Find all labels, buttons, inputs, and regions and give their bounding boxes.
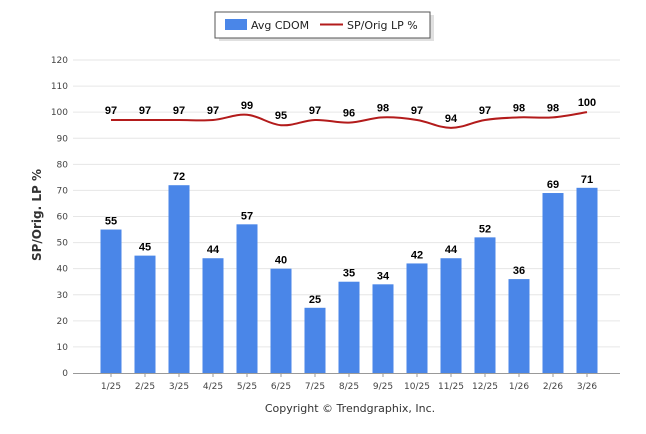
- bar-7/25: [304, 307, 326, 373]
- bar-value-label: 55: [105, 216, 117, 228]
- line-value-label: 97: [139, 105, 151, 117]
- bar-9/25: [372, 284, 394, 373]
- bar-value-label: 44: [207, 244, 220, 256]
- x-tick-label: 7/25: [305, 382, 325, 392]
- bar-value-label: 25: [309, 294, 321, 306]
- bar-data-labels: 55 45 72 44 57 40 25 35 34 42 44 52 36 69 71: [105, 171, 593, 306]
- line-value-label: 94: [445, 113, 458, 125]
- bar-6/25: [270, 268, 292, 373]
- line-value-label: 98: [377, 102, 389, 114]
- y-axis-label: SP/Orig. LP %: [30, 169, 44, 261]
- y-tick-label: 90: [57, 134, 69, 144]
- line-value-label: 96: [343, 108, 355, 120]
- x-tick-label: 8/25: [339, 382, 359, 392]
- line-value-label: 97: [479, 105, 491, 117]
- x-tick-label: 1/25: [101, 382, 121, 392]
- y-tick-label: 110: [51, 82, 68, 92]
- legend-label-avg-cdom: Avg CDOM: [251, 19, 309, 32]
- bar-value-label: 35: [343, 268, 355, 280]
- x-tick-label: 6/25: [271, 382, 291, 392]
- bar-11/25: [440, 258, 462, 373]
- legend-swatch-avg-cdom: [225, 19, 247, 30]
- line-value-label: 95: [275, 110, 287, 122]
- bar-2/25: [134, 255, 156, 373]
- bar-value-label: 44: [445, 244, 458, 256]
- y-tick-label: 120: [51, 56, 68, 66]
- x-axis-ticks: 1/25 2/25 3/25 4/25 5/25 6/25 7/25 8/25 9/25 10/2…: [101, 373, 597, 392]
- bar-value-label: 34: [377, 270, 390, 282]
- bar-3/26: [576, 187, 598, 373]
- line-value-label: 100: [578, 97, 596, 109]
- y-tick-label: 30: [57, 291, 69, 301]
- bar-4/25: [202, 258, 224, 373]
- line-value-label: 97: [173, 105, 185, 117]
- bar-value-label: 72: [173, 171, 185, 183]
- bar-value-label: 69: [547, 179, 559, 191]
- x-tick-label: 12/25: [472, 382, 498, 392]
- bar-3/25: [168, 185, 190, 373]
- bar-value-label: 71: [581, 174, 593, 186]
- bar-1/25: [100, 229, 122, 373]
- bar-value-label: 57: [241, 210, 253, 222]
- line-value-label: 98: [547, 102, 559, 114]
- bar-value-label: 42: [411, 249, 423, 261]
- bar-8/25: [338, 281, 360, 373]
- y-tick-label: 20: [57, 317, 69, 327]
- line-value-label: 99: [241, 100, 253, 112]
- copyright-text: Copyright © Trendgraphix, Inc.: [265, 402, 435, 415]
- line-value-label: 97: [105, 105, 117, 117]
- line-value-label: 97: [309, 105, 321, 117]
- y-tick-label: 10: [57, 343, 69, 353]
- y-tick-label: 100: [51, 108, 68, 118]
- bar-value-label: 40: [275, 255, 287, 267]
- bar-value-label: 52: [479, 223, 491, 235]
- x-tick-label: 3/26: [577, 382, 597, 392]
- y-tick-label: 50: [57, 239, 69, 249]
- x-tick-label: 4/25: [203, 382, 223, 392]
- bar-value-label: 45: [139, 242, 151, 254]
- legend: Avg CDOM SP/Orig LP %: [214, 11, 434, 41]
- x-tick-label: 2/25: [135, 382, 155, 392]
- bar-12/25: [474, 237, 496, 373]
- y-tick-label: 80: [57, 160, 69, 170]
- x-tick-label: 5/25: [237, 382, 257, 392]
- bar-value-label: 36: [513, 265, 525, 277]
- line-value-label: 97: [207, 105, 219, 117]
- bar-2/26: [542, 193, 564, 373]
- line-series: [111, 111, 588, 129]
- y-tick-label: 40: [57, 265, 69, 275]
- bar-series: [100, 185, 598, 373]
- gridlines: [73, 59, 620, 348]
- x-tick-label: 1/26: [509, 382, 529, 392]
- line-value-label: 98: [513, 102, 525, 114]
- y-tick-label: 70: [57, 186, 69, 196]
- x-tick-label: 11/25: [438, 382, 464, 392]
- y-axis-ticks: 0 10 20 30 40 50 60 70 80 90 100 110 120: [51, 56, 68, 379]
- x-tick-label: 2/26: [543, 382, 563, 392]
- line-data-labels: 97 97 97 97 99 95 97 96 98 97 94 97 98 98 100: [105, 97, 596, 125]
- x-tick-label: 3/25: [169, 382, 189, 392]
- x-tick-label: 9/25: [373, 382, 393, 392]
- y-tick-label: 60: [57, 213, 69, 223]
- legend-label-sp-orig-lp: SP/Orig LP %: [347, 19, 418, 32]
- bar-1/26: [508, 279, 530, 373]
- x-tick-label: 10/25: [404, 382, 430, 392]
- bar-10/25: [406, 263, 428, 373]
- y-tick-label: 0: [62, 369, 68, 379]
- bar-5/25: [236, 224, 258, 373]
- line-value-label: 97: [411, 105, 423, 117]
